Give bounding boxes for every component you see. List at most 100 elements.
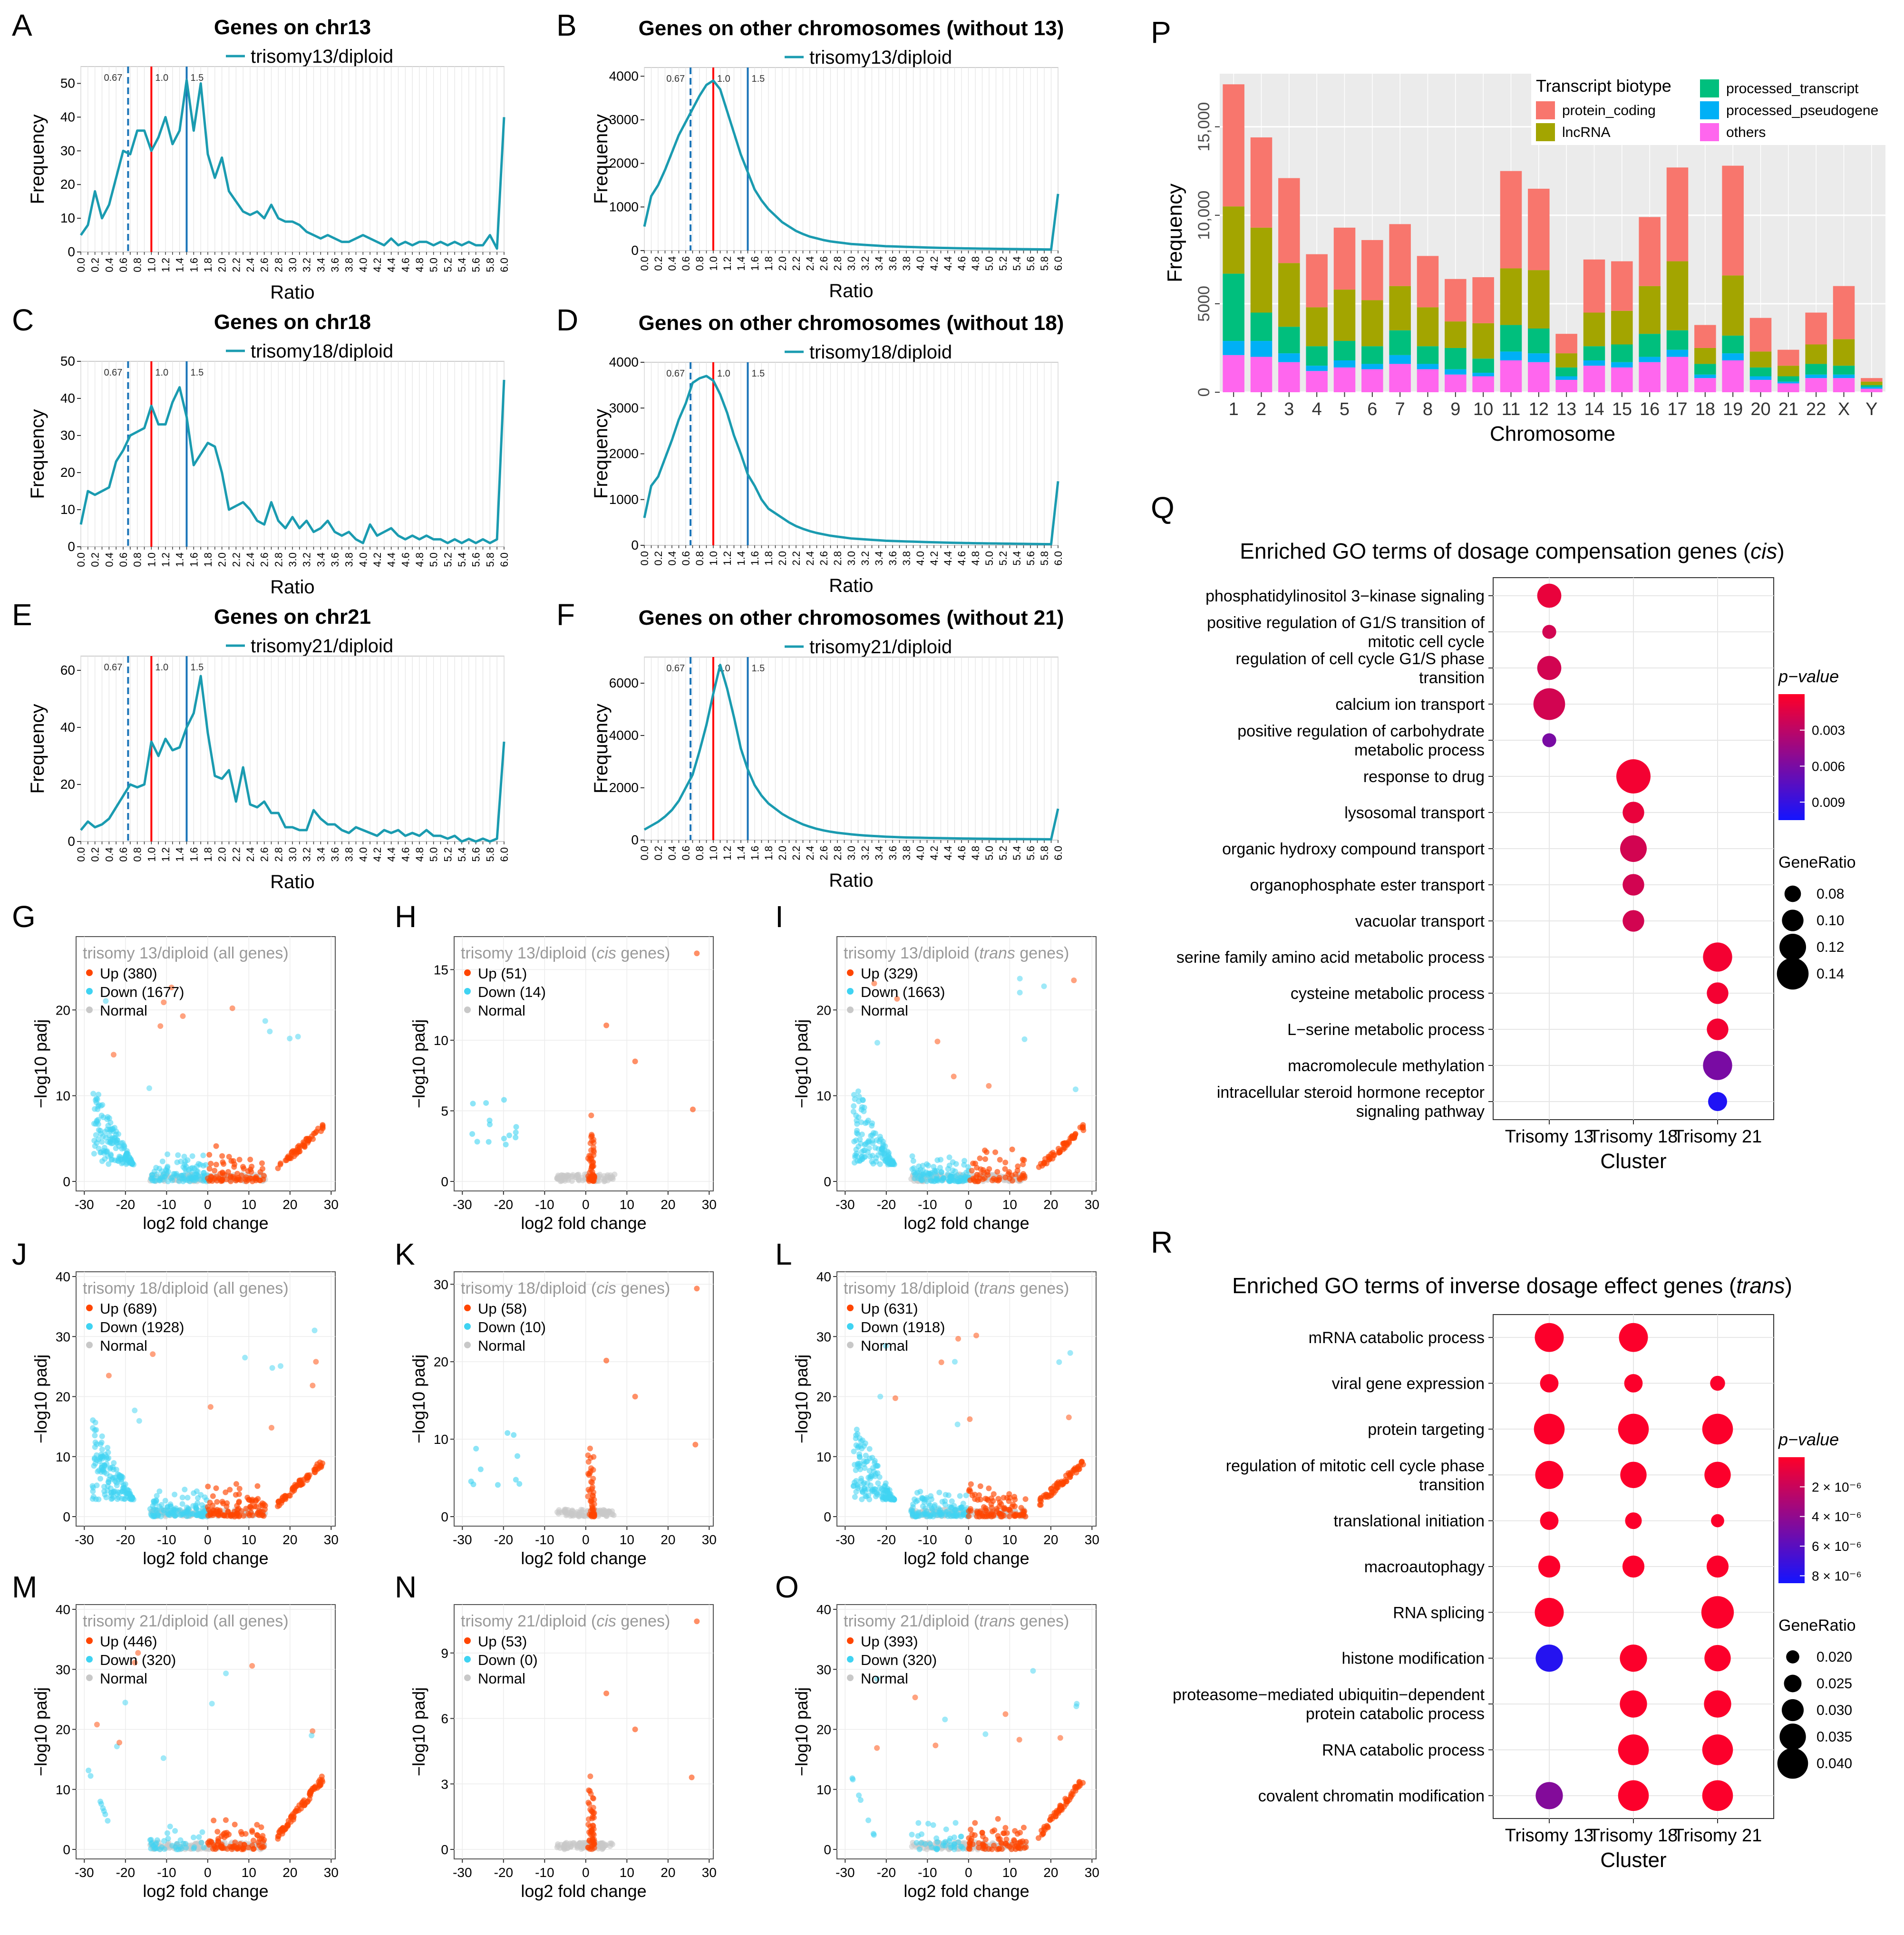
data-point xyxy=(855,1443,862,1449)
data-point xyxy=(190,1503,196,1509)
data-point xyxy=(586,1152,593,1159)
data-point xyxy=(214,1829,221,1835)
x-tick-label: 5 xyxy=(1340,399,1350,419)
y-tick-label: 0 xyxy=(631,538,639,552)
data-point xyxy=(1002,1174,1009,1180)
data-point xyxy=(863,1493,869,1500)
data-point xyxy=(853,1137,859,1143)
x-tick-label: 3.0 xyxy=(845,846,857,861)
x-tick-label: 0.2 xyxy=(89,552,101,567)
x-axis-title: log2 fold change xyxy=(903,1213,1029,1233)
data-point xyxy=(209,1701,215,1707)
x-tick-label: 8 xyxy=(1423,399,1433,419)
panel-label-e: E xyxy=(12,598,32,632)
y-tick-label: 0 xyxy=(68,539,75,554)
x-tick-label: -10 xyxy=(535,1865,554,1880)
data-line xyxy=(79,379,505,544)
data-point xyxy=(296,1807,302,1813)
data-point xyxy=(232,1821,238,1828)
data-point xyxy=(118,1473,125,1480)
x-tick-label: 4.2 xyxy=(928,256,940,271)
x-tick-label: 9 xyxy=(1450,399,1460,419)
bar-protein_coding xyxy=(1778,349,1799,366)
data-point xyxy=(206,1178,213,1184)
bar-processed_transcript xyxy=(1555,367,1577,377)
data-point xyxy=(242,1354,248,1361)
bar-protein_coding xyxy=(1666,167,1689,261)
x-tick-label: -30 xyxy=(75,1532,94,1547)
x-tick-label: 4.8 xyxy=(414,258,426,272)
x-tick-label: 10 xyxy=(620,1197,634,1212)
x-tick-label: 5.0 xyxy=(428,552,440,567)
data-point xyxy=(106,1476,112,1482)
y-tick-label: 0 xyxy=(631,243,639,258)
data-point xyxy=(915,1820,922,1826)
data-point xyxy=(909,1831,915,1838)
data-point xyxy=(945,1513,951,1519)
legend-label: trisomy18/diploid xyxy=(251,341,393,362)
chart-title-italic: trans xyxy=(979,1279,1015,1297)
chart-title: trisomy 18/diploid (trans genes) xyxy=(844,1279,1069,1297)
x-tick-label: 3.0 xyxy=(287,847,299,862)
x-tick-label: 1.4 xyxy=(735,551,747,566)
data-point xyxy=(104,1116,110,1122)
data-point xyxy=(854,1151,860,1157)
bar-processed_transcript xyxy=(1223,273,1244,341)
y-tick-label: 6 xyxy=(441,1712,448,1726)
x-tick-label: 1.4 xyxy=(735,846,747,861)
data-point xyxy=(117,1154,124,1161)
legend-label: Up (380) xyxy=(100,965,157,982)
data-point xyxy=(877,1393,884,1400)
y-tick-label: 6000 xyxy=(609,676,639,690)
data-point xyxy=(260,1166,266,1172)
data-point xyxy=(214,1499,220,1505)
data-point xyxy=(952,1513,959,1519)
data-point xyxy=(105,1818,111,1824)
data-point xyxy=(213,1485,219,1491)
y-tick-label: 3000 xyxy=(609,400,639,415)
data-point xyxy=(90,1488,96,1494)
data-point xyxy=(560,1844,566,1850)
data-point xyxy=(1065,1799,1071,1805)
data-point xyxy=(955,1335,962,1342)
data-point xyxy=(102,1811,108,1818)
data-point xyxy=(91,1151,97,1157)
data-point xyxy=(104,1461,110,1467)
data-point xyxy=(164,1830,170,1836)
data-point xyxy=(160,1755,166,1761)
x-tick-label: 4.0 xyxy=(914,846,926,861)
data-point xyxy=(179,1501,185,1507)
data-point xyxy=(1016,1737,1022,1743)
data-point xyxy=(587,1455,593,1461)
x-tick-label: -30 xyxy=(75,1865,94,1880)
x-tick-label: 6.0 xyxy=(498,847,510,862)
data-point xyxy=(249,1842,255,1848)
data-point xyxy=(1078,1459,1085,1465)
data-point xyxy=(296,1149,302,1155)
bar-processed_transcript xyxy=(1417,346,1439,364)
data-point xyxy=(262,1506,268,1512)
y-axis-title: −log10 padj xyxy=(409,1354,428,1443)
bar-lncRNA xyxy=(1639,286,1661,334)
data-point xyxy=(282,1496,289,1502)
data-point xyxy=(291,1148,298,1154)
y-tick-label: 4000 xyxy=(609,728,639,743)
data-point xyxy=(213,1161,219,1168)
bar-processed_transcript xyxy=(1472,358,1494,373)
bar-protein_coding xyxy=(1833,286,1855,339)
data-point xyxy=(958,1833,964,1839)
data-point xyxy=(1054,1480,1060,1487)
x-tick-label: -30 xyxy=(835,1197,855,1212)
data-point xyxy=(94,1096,100,1103)
x-tick-label: 2.8 xyxy=(832,846,844,861)
bar-processed_pseudogene xyxy=(1778,381,1799,384)
data-point xyxy=(874,1463,880,1469)
x-tick-label: 5.0 xyxy=(428,258,440,272)
x-tick-label: 4.8 xyxy=(970,551,981,566)
x-tick-label: 5.2 xyxy=(997,256,1009,271)
data-point xyxy=(590,1814,596,1820)
x-tick-label: 3.6 xyxy=(329,258,341,272)
x-tick-label: 2.0 xyxy=(777,551,788,566)
data-point xyxy=(577,1840,583,1847)
panel-label-d: D xyxy=(556,303,578,337)
